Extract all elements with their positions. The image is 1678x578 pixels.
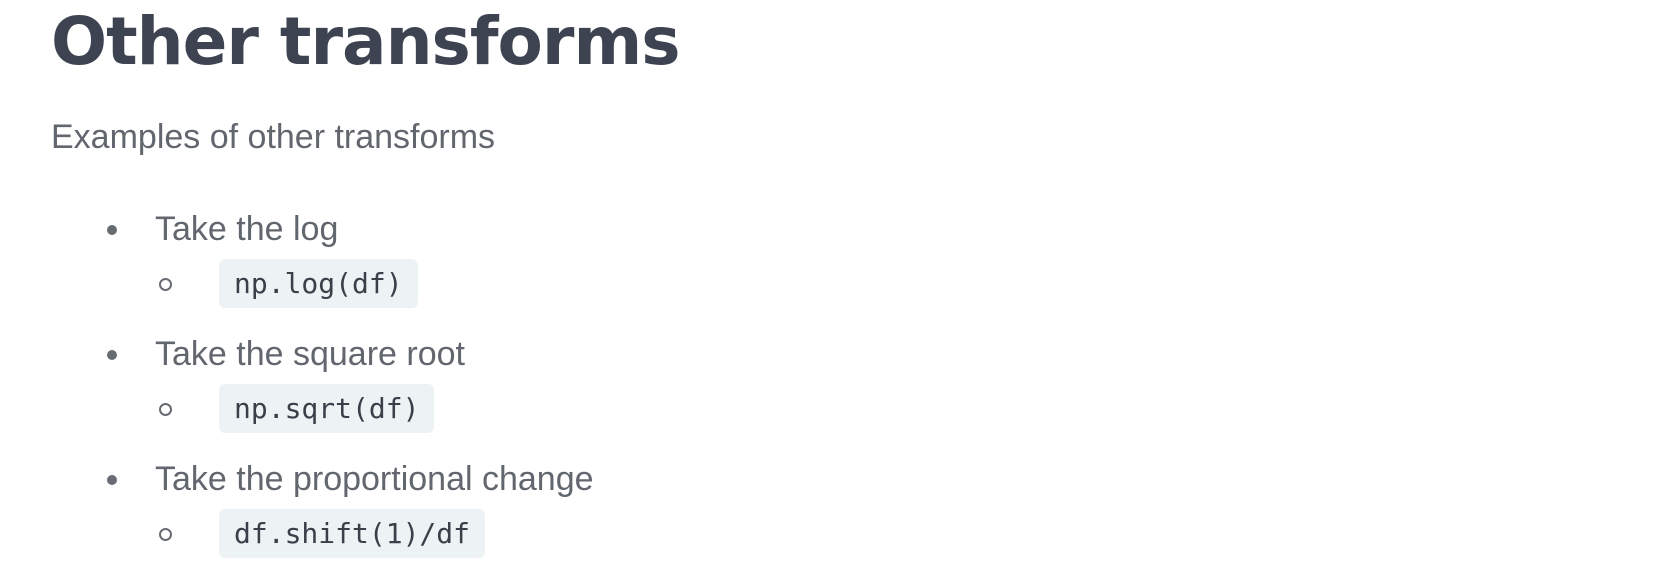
code-snippet: np.sqrt(df) [219, 384, 435, 433]
bullet-icon [107, 475, 117, 485]
sub-bullet-icon [159, 403, 172, 416]
list-item-label: Take the square root [155, 335, 465, 373]
code-snippet: np.log(df) [219, 259, 418, 308]
sub-bullet-icon [159, 528, 172, 541]
sub-bullet-icon [159, 278, 172, 291]
code-snippet: df.shift(1)/df [219, 509, 486, 558]
page-title: Other transforms [51, 3, 680, 80]
list-item-label: Take the log [155, 210, 339, 248]
bullet-icon [107, 350, 117, 360]
list-item-label: Take the proportional change [155, 460, 594, 498]
bullet-icon [107, 225, 117, 235]
slide: Other transforms Examples of other trans… [51, 0, 1678, 578]
page-subtitle: Examples of other transforms [51, 118, 496, 156]
